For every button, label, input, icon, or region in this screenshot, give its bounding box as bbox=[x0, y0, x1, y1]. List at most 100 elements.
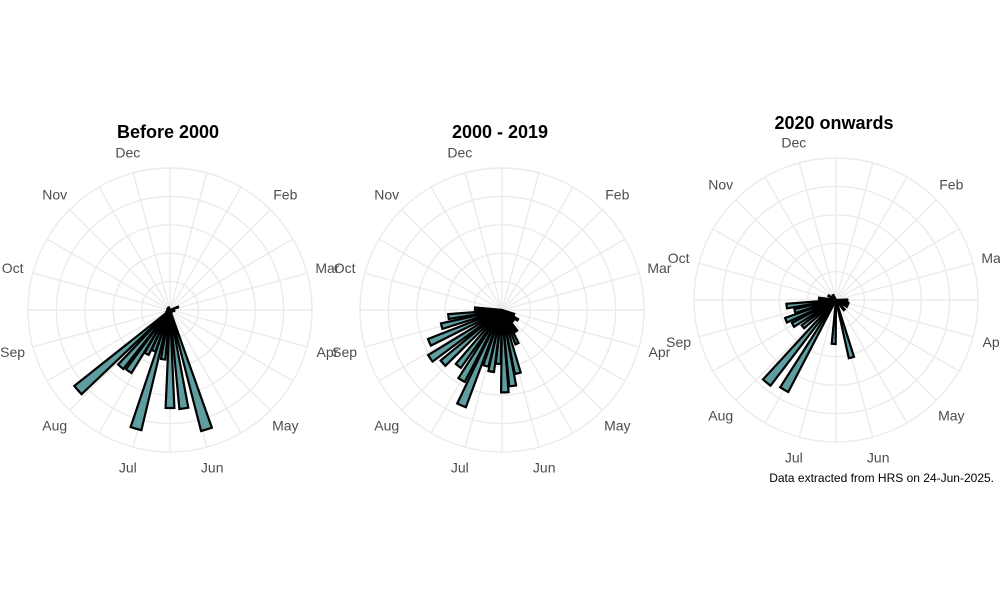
month-label-jul: Jul bbox=[119, 459, 137, 475]
polar-bar bbox=[835, 298, 849, 302]
month-label-dec: Dec bbox=[115, 145, 140, 161]
grid-spoke bbox=[430, 186, 503, 311]
grid-spoke bbox=[364, 272, 503, 311]
grid-spoke bbox=[835, 299, 937, 401]
grid-spoke bbox=[464, 172, 503, 311]
polar-bar bbox=[834, 299, 856, 360]
polar-bar bbox=[168, 309, 214, 433]
month-label-mar: Mar bbox=[647, 260, 671, 276]
polar-bar bbox=[439, 309, 503, 368]
polar-bar bbox=[783, 298, 837, 324]
polar-bar bbox=[439, 308, 503, 331]
grid-spoke bbox=[501, 309, 603, 411]
month-label-feb: Feb bbox=[939, 177, 963, 193]
month-label-feb: Feb bbox=[605, 187, 629, 203]
polar-bar bbox=[793, 298, 837, 315]
month-label-sep: Sep bbox=[332, 344, 357, 360]
grid-spoke bbox=[32, 309, 171, 348]
polar-bar bbox=[124, 309, 171, 375]
chart-panel-2020-onwards: 2020 onwards Feb Mar Apr May Jun Jul Aug Sep Oct… bbox=[666, 113, 1000, 465]
grid-spoke bbox=[835, 299, 908, 424]
month-label-aug: Aug bbox=[708, 407, 733, 423]
polar-bar bbox=[835, 299, 847, 312]
grid-spoke bbox=[169, 272, 308, 311]
month-label-oct: Oct bbox=[668, 250, 690, 266]
polar-bar bbox=[473, 306, 503, 312]
bar-series bbox=[72, 305, 214, 433]
month-label-mar: Mar bbox=[315, 260, 339, 276]
grid-spoke bbox=[401, 209, 503, 311]
month-label-sep: Sep bbox=[666, 334, 691, 350]
data-source-caption: Data extracted from HRS on 24-Jun-2025. bbox=[769, 471, 994, 485]
grid-spoke bbox=[501, 272, 640, 311]
grid-spoke bbox=[835, 299, 974, 338]
polar-bar bbox=[456, 309, 503, 384]
polar-bar bbox=[116, 309, 171, 371]
polar-bar bbox=[761, 299, 837, 388]
grid-spoke bbox=[69, 209, 171, 311]
grid-spoke bbox=[169, 309, 294, 382]
month-label-dec: Dec bbox=[781, 135, 806, 151]
grid-spoke bbox=[835, 299, 960, 372]
chart-title: Before 2000 bbox=[117, 122, 219, 142]
month-label-may: May bbox=[604, 417, 630, 433]
polar-bar bbox=[168, 309, 190, 411]
bar-series bbox=[426, 306, 523, 409]
month-label-may: May bbox=[272, 417, 298, 433]
grid-spoke bbox=[835, 176, 908, 301]
grid-spoke bbox=[764, 176, 837, 301]
grid-spoke bbox=[501, 309, 640, 348]
chart-panel-before-2000: Before 2000 Feb Mar Apr May Jun Jul Aug Sep Oct N… bbox=[0, 122, 340, 475]
grid-spoke bbox=[32, 272, 171, 311]
month-label-mar: Mar bbox=[981, 250, 1000, 266]
month-label-jun: Jun bbox=[533, 459, 556, 475]
month-label-nov: Nov bbox=[42, 187, 67, 203]
month-label-aug: Aug bbox=[42, 417, 67, 433]
month-label-apr: Apr bbox=[649, 344, 671, 360]
polar-grid bbox=[27, 167, 313, 453]
grid-spoke bbox=[132, 172, 171, 311]
month-label-jul: Jul bbox=[451, 459, 469, 475]
polar-bar bbox=[817, 296, 837, 302]
month-label-nov: Nov bbox=[374, 187, 399, 203]
polar-bar bbox=[830, 299, 838, 346]
grid-spoke bbox=[501, 172, 540, 311]
month-label-may: May bbox=[938, 407, 964, 423]
grid-spoke bbox=[169, 238, 294, 311]
grid-spoke bbox=[169, 309, 308, 348]
grid-spoke bbox=[501, 309, 626, 382]
month-label-apr: Apr bbox=[983, 334, 1000, 350]
month-label-dec: Dec bbox=[447, 145, 472, 161]
chart-title: 2000 - 2019 bbox=[452, 122, 548, 142]
polar-bar bbox=[778, 299, 837, 394]
grid-spoke bbox=[98, 186, 171, 311]
grid-spoke bbox=[698, 262, 837, 301]
polar-bar bbox=[499, 309, 510, 394]
polar-bar bbox=[785, 298, 837, 310]
month-label-oct: Oct bbox=[334, 260, 356, 276]
grid-spoke bbox=[169, 186, 242, 311]
polar-bar bbox=[426, 309, 503, 364]
grid-spoke bbox=[835, 199, 937, 301]
polar-grid bbox=[693, 157, 979, 443]
polar-bar bbox=[455, 309, 504, 409]
grid-spoke bbox=[169, 309, 242, 434]
grid-spoke bbox=[798, 299, 837, 438]
polar-bar bbox=[454, 309, 503, 370]
grid-spoke bbox=[501, 238, 626, 311]
grid-spoke bbox=[798, 162, 837, 301]
grid-spoke bbox=[835, 228, 960, 301]
grid-spoke bbox=[378, 238, 503, 311]
polar-bar bbox=[164, 309, 176, 410]
polar-bar bbox=[447, 308, 503, 321]
month-label-feb: Feb bbox=[273, 187, 297, 203]
month-label-sep: Sep bbox=[0, 344, 25, 360]
grid-spoke bbox=[835, 162, 874, 301]
polar-bar bbox=[72, 309, 171, 396]
polar-bar bbox=[800, 299, 837, 330]
month-label-oct: Oct bbox=[2, 260, 24, 276]
month-label-jul: Jul bbox=[785, 449, 803, 465]
polar-bar bbox=[167, 305, 172, 311]
grid-spoke bbox=[46, 238, 171, 311]
polar-bar bbox=[790, 299, 837, 329]
